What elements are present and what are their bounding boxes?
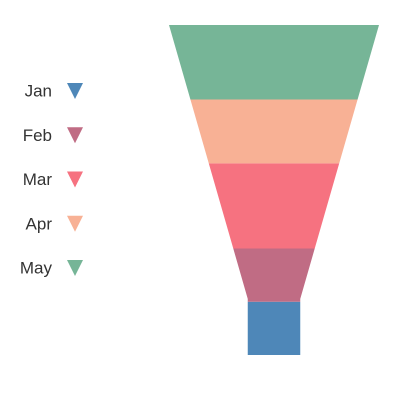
legend-item-apr[interactable]: Apr [26, 214, 83, 233]
legend-item-may[interactable]: May [20, 259, 83, 278]
funnel-segment-may[interactable] [169, 25, 379, 100]
funnel-segments [169, 25, 379, 355]
funnel-segment-mar[interactable] [208, 163, 340, 249]
legend-marker-icon [67, 260, 83, 276]
legend: Jan Feb Mar Apr May [20, 82, 83, 278]
legend-marker-icon [67, 83, 83, 99]
legend-item-jan[interactable]: Jan [25, 82, 83, 101]
legend-label-apr: Apr [26, 214, 53, 233]
legend-label-may: May [20, 259, 53, 278]
legend-label-feb: Feb [23, 126, 52, 145]
legend-label-jan: Jan [25, 82, 52, 101]
funnel-segment-feb[interactable] [233, 248, 315, 302]
legend-label-mar: Mar [23, 170, 53, 189]
legend-marker-icon [67, 171, 83, 188]
funnel-segment-apr[interactable] [190, 99, 358, 164]
legend-marker-icon [67, 215, 83, 232]
legend-marker-icon [67, 127, 83, 144]
legend-item-feb[interactable]: Feb [23, 126, 83, 145]
legend-item-mar[interactable]: Mar [23, 170, 83, 189]
funnel-segment-jan[interactable] [247, 301, 301, 355]
